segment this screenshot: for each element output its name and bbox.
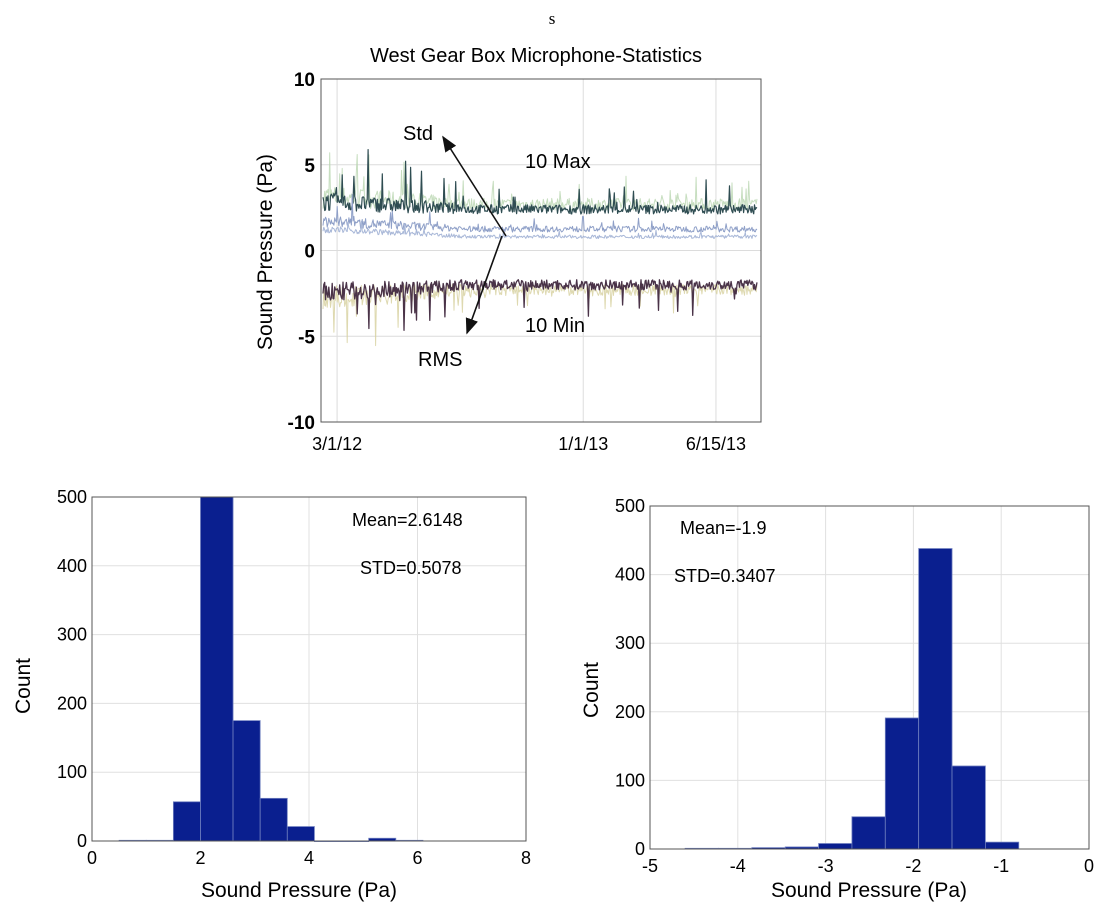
h1-plot-frame [91,496,527,842]
top-y-axis-label: Sound Pressure (Pa) [254,154,277,350]
h2-y-axis-label: Count [580,662,603,718]
series-10-max [322,149,758,215]
x-tick-label: 8 [521,848,531,868]
h1-x-ticks: 0 2 4 6 8 [87,848,531,868]
x-tick-label: -4 [730,856,746,876]
x-tick-label: 0 [87,848,97,868]
histogram-bar [884,717,920,850]
y-tick-label: 10 [294,70,315,91]
x-tick-label: -3 [818,856,834,876]
page-marker: s [549,9,556,28]
histogram-bar [951,765,986,850]
y-tick-label: 500 [615,496,645,516]
h1-y-axis-label: Count [12,658,35,714]
arrow-to-std [442,135,507,237]
h2-x-axis-label: Sound Pressure (Pa) [771,879,967,902]
annotation-rms: RMS [418,349,462,371]
x-tick-label: -2 [905,856,921,876]
h2-std-label: STD=0.3407 [674,566,776,586]
histogram-bar [851,816,886,850]
x-tick-label: -5 [642,856,658,876]
x-tick-label: 6 [412,848,422,868]
y-tick-label: 0 [304,242,315,263]
h1-x-axis-label: Sound Pressure (Pa) [201,879,397,902]
time-series-chart: West Gear Box Microphone-Statistics -10-… [254,45,762,454]
y-tick-label: -5 [298,327,315,348]
y-tick-label: 300 [57,625,87,645]
top-y-ticks: -10 -5 0 5 10 [288,70,316,434]
y-tick-label: 400 [57,556,87,576]
h1-std-label: STD=0.5078 [360,558,462,578]
histogram-bar [918,548,953,850]
y-tick-label: 100 [57,762,87,782]
h2-bars [684,548,1020,850]
x-tick-label: 3/1/12 [312,434,362,454]
annotation-10-max: 10 Max [525,151,591,173]
top-grid [321,78,761,423]
top-series-lines [322,149,758,347]
histogram-bar [818,843,853,850]
h2-mean-label: Mean=-1.9 [680,518,767,538]
h2-y-ticks: 0 100 200 300 400 500 [615,496,645,859]
x-tick-label: 0 [1084,856,1094,876]
x-tick-label: 6/15/13 [686,434,746,454]
y-tick-label: 200 [57,693,87,713]
y-tick-label: 0 [635,839,645,859]
histogram-bar [286,826,315,842]
y-tick-label: 200 [615,702,645,722]
y-tick-label: 500 [57,487,87,507]
h1-mean-label: Mean=2.6148 [352,510,463,530]
h2-plot-frame [649,505,1090,850]
top-x-ticks: 3/1/12 1/1/13 6/15/13 [312,434,746,454]
x-tick-label: 4 [304,848,314,868]
histogram-bar [232,720,261,842]
h1-bars [118,496,424,843]
x-tick-label: -1 [993,856,1009,876]
h2-x-ticks: -5 -4 -3 -2 -1 0 [642,856,1094,876]
y-tick-label: 300 [615,633,645,653]
histogram-bar [984,841,1020,850]
annotation-std: Std [403,123,433,145]
y-tick-label: -10 [288,413,315,434]
max-histogram: 0 100 200 300 400 500 0 2 4 6 8 Count Sound Press… [12,487,531,902]
min-histogram: 0 100 200 300 400 500 -5 -4 -3 -2 -1 0 Count Sound… [580,496,1094,902]
series-10-min [322,279,758,331]
y-tick-label: 5 [304,156,315,177]
h1-y-ticks: 0 100 200 300 400 500 [57,487,87,851]
arrow-to-rms [465,235,503,335]
series-max-envelope [322,152,758,211]
y-tick-label: 0 [77,831,87,851]
annotation-10-min: 10 Min [525,315,585,337]
x-tick-label: 1/1/13 [558,434,608,454]
top-plot-frame [320,78,762,423]
x-tick-label: 2 [195,848,205,868]
histogram-bar [172,801,201,842]
series-rms [322,220,758,239]
h2-grid [649,505,1090,850]
h1-grid [91,496,527,842]
series-std [322,194,758,233]
top-chart-title: West Gear Box Microphone-Statistics [370,45,702,67]
histogram-bar [200,496,234,842]
y-tick-label: 400 [615,565,645,585]
y-tick-label: 100 [615,770,645,790]
histogram-bar [259,797,288,842]
